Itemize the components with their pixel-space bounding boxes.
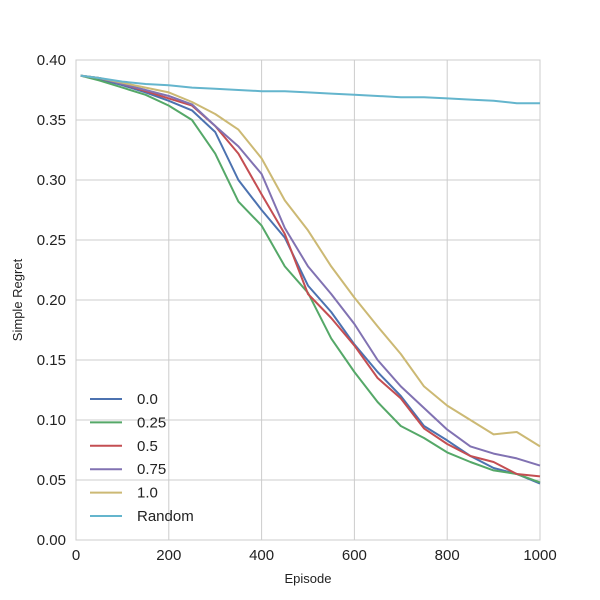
legend-label: 0.5 [137,438,158,455]
legend-label: Random [137,508,194,525]
x-tick-labels: 0 200 400 600 800 1000 [72,547,557,564]
plot-frame [75,59,541,541]
y-tick-label: 0.30 [37,172,66,189]
y-tick-label: 0.05 [37,472,66,489]
x-tick-label: 1000 [523,547,556,564]
legend: 0.0 0.25 0.5 0.75 1.0 Random [90,391,194,525]
x-tick-label: 200 [156,547,181,564]
y-tick-labels: 0.00 0.05 0.10 0.15 0.20 0.25 0.30 0.35 0.40 [37,52,66,549]
series-lines [80,74,541,485]
y-tick-label: 0.25 [37,232,66,249]
series-line-6 [80,74,540,105]
x-tick-label: 600 [342,547,367,564]
y-axis-label: Simple Regret [10,258,25,341]
legend-label: 0.25 [137,414,166,431]
y-tick-label: 0.20 [37,292,66,309]
y-tick-label: 0.15 [37,352,66,369]
series-line-3 [80,74,541,478]
x-axis-label: Episode [285,571,332,586]
y-tick-label: 0.40 [37,52,66,69]
x-tick-label: 0 [72,547,80,564]
x-tick-label: 800 [435,547,460,564]
y-tick-label: 0.00 [37,532,66,549]
series-line-5 [80,74,541,448]
series-line-4 [80,74,541,467]
legend-label: 0.75 [137,461,166,478]
legend-label: 1.0 [137,485,158,502]
x-tick-label: 400 [249,547,274,564]
y-tick-label: 0.10 [37,412,66,429]
y-tick-label: 0.35 [37,112,66,129]
legend-label: 0.0 [137,391,158,408]
series-line-1 [80,74,541,485]
